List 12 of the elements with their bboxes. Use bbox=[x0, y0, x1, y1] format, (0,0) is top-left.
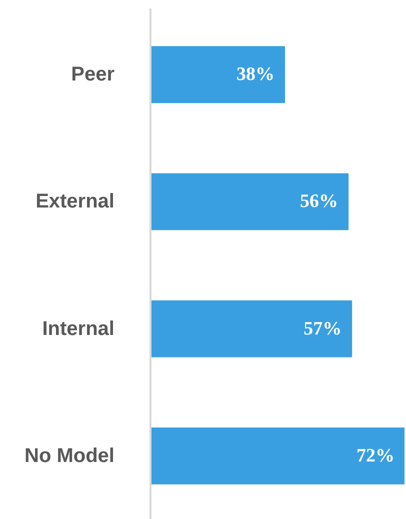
y-tick-label: Internal bbox=[42, 318, 115, 340]
bar bbox=[150, 427, 404, 484]
bar bbox=[150, 300, 352, 358]
y-tick-label: Peer bbox=[71, 64, 115, 86]
bar bbox=[150, 173, 349, 230]
bar bbox=[150, 46, 286, 104]
data-label: 72% bbox=[356, 445, 394, 466]
y-tick-label: No Model bbox=[24, 444, 115, 467]
y-tick-label: External bbox=[36, 190, 115, 213]
data-label: 56% bbox=[300, 191, 338, 212]
data-label: 38% bbox=[236, 64, 275, 86]
data-label: 57% bbox=[304, 318, 342, 340]
